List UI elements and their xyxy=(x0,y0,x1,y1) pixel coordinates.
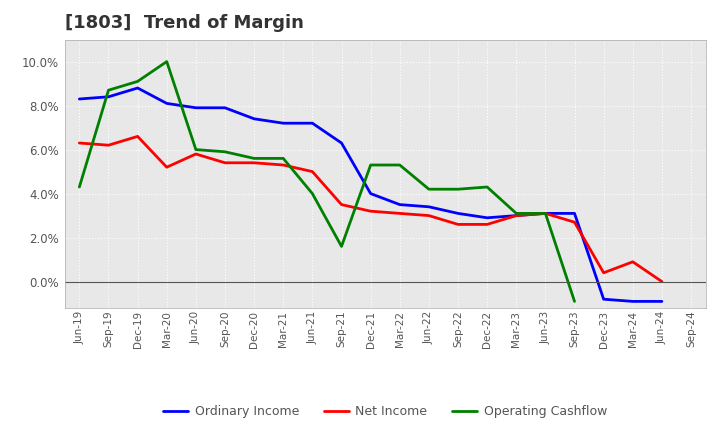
Net Income xyxy=(425,213,433,218)
Ordinary Income xyxy=(454,211,462,216)
Net Income xyxy=(75,140,84,146)
Operating Cashflow xyxy=(395,162,404,168)
Ordinary Income xyxy=(337,140,346,146)
Net Income xyxy=(629,259,637,264)
Operating Cashflow xyxy=(133,79,142,84)
Net Income xyxy=(395,211,404,216)
Net Income xyxy=(512,213,521,218)
Net Income xyxy=(541,211,550,216)
Line: Net Income: Net Income xyxy=(79,136,662,282)
Ordinary Income xyxy=(192,105,200,110)
Ordinary Income xyxy=(250,116,258,121)
Ordinary Income xyxy=(395,202,404,207)
Operating Cashflow xyxy=(541,211,550,216)
Net Income xyxy=(366,209,375,214)
Net Income xyxy=(657,279,666,284)
Ordinary Income xyxy=(133,85,142,91)
Net Income xyxy=(220,160,229,165)
Ordinary Income xyxy=(570,211,579,216)
Text: [1803]  Trend of Margin: [1803] Trend of Margin xyxy=(65,15,304,33)
Ordinary Income xyxy=(512,213,521,218)
Ordinary Income xyxy=(104,94,113,99)
Operating Cashflow xyxy=(337,244,346,249)
Ordinary Income xyxy=(425,204,433,209)
Legend: Ordinary Income, Net Income, Operating Cashflow: Ordinary Income, Net Income, Operating C… xyxy=(158,400,612,423)
Operating Cashflow xyxy=(425,187,433,192)
Ordinary Income xyxy=(308,121,317,126)
Operating Cashflow xyxy=(75,184,84,190)
Ordinary Income xyxy=(279,121,287,126)
Net Income xyxy=(570,220,579,225)
Operating Cashflow xyxy=(250,156,258,161)
Net Income xyxy=(454,222,462,227)
Net Income xyxy=(250,160,258,165)
Ordinary Income xyxy=(541,211,550,216)
Net Income xyxy=(599,270,608,275)
Net Income xyxy=(192,151,200,157)
Ordinary Income xyxy=(599,297,608,302)
Ordinary Income xyxy=(75,96,84,102)
Ordinary Income xyxy=(483,215,492,220)
Net Income xyxy=(104,143,113,148)
Line: Ordinary Income: Ordinary Income xyxy=(79,88,662,301)
Operating Cashflow xyxy=(308,191,317,196)
Operating Cashflow xyxy=(483,184,492,190)
Operating Cashflow xyxy=(104,88,113,93)
Operating Cashflow xyxy=(220,149,229,154)
Net Income xyxy=(279,162,287,168)
Ordinary Income xyxy=(220,105,229,110)
Ordinary Income xyxy=(366,191,375,196)
Operating Cashflow xyxy=(192,147,200,152)
Operating Cashflow xyxy=(570,299,579,304)
Operating Cashflow xyxy=(454,187,462,192)
Net Income xyxy=(163,165,171,170)
Operating Cashflow xyxy=(163,59,171,64)
Ordinary Income xyxy=(657,299,666,304)
Net Income xyxy=(483,222,492,227)
Operating Cashflow xyxy=(279,156,287,161)
Operating Cashflow xyxy=(512,211,521,216)
Ordinary Income xyxy=(163,101,171,106)
Line: Operating Cashflow: Operating Cashflow xyxy=(79,62,575,301)
Net Income xyxy=(308,169,317,174)
Net Income xyxy=(337,202,346,207)
Ordinary Income xyxy=(629,299,637,304)
Net Income xyxy=(133,134,142,139)
Operating Cashflow xyxy=(366,162,375,168)
